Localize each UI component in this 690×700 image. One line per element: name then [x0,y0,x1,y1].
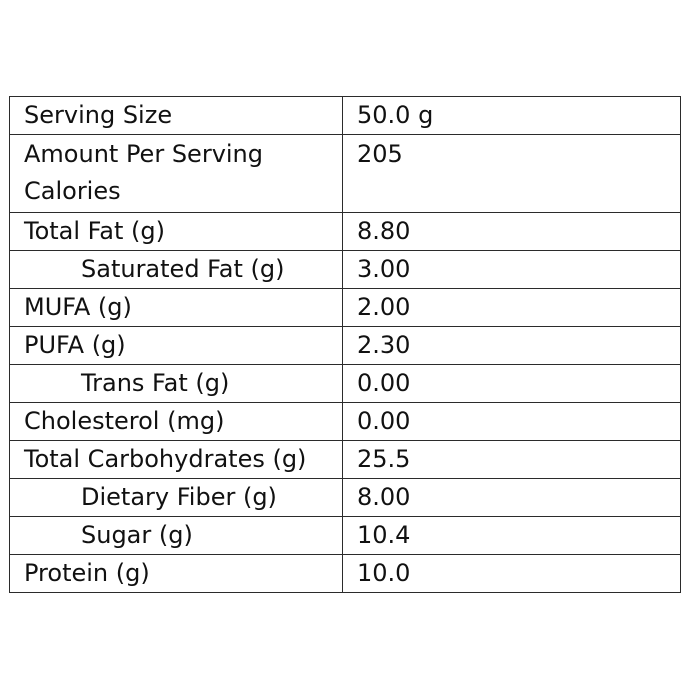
table-row: Trans Fat (g) 0.00 [9,364,681,403]
row-value: 3.00 [342,250,681,289]
row-value: 2.00 [342,288,681,327]
table-row: Sugar (g) 10.4 [9,516,681,555]
row-label: Protein (g) [9,554,343,593]
table-row: PUFA (g) 2.30 [9,326,681,365]
row-value: 25.5 [342,440,681,479]
row-value: 8.80 [342,212,681,251]
row-label: Amount Per Serving Calories [9,134,343,213]
row-label-line: Amount Per Serving [24,140,264,168]
row-label: Total Carbohydrates (g) [9,440,343,479]
table-row: Serving Size 50.0 g [9,96,681,135]
table-row: MUFA (g) 2.00 [9,288,681,327]
row-label-line: Calories [24,177,121,205]
row-value: 0.00 [342,402,681,441]
row-label: Serving Size [9,96,343,135]
row-value: 10.4 [342,516,681,555]
row-label: Cholesterol (mg) [9,402,343,441]
row-label: Total Fat (g) [9,212,343,251]
row-value: 8.00 [342,478,681,517]
row-value: 0.00 [342,364,681,403]
row-value: 2.30 [342,326,681,365]
row-label: MUFA (g) [9,288,343,327]
row-value: 10.0 [342,554,681,593]
row-label: Dietary Fiber (g) [9,478,343,517]
row-label: Trans Fat (g) [9,364,343,403]
table-row: Protein (g) 10.0 [9,554,681,593]
table-row: Dietary Fiber (g) 8.00 [9,478,681,517]
table-row: Saturated Fat (g) 3.00 [9,250,681,289]
nutrition-facts-table: Serving Size 50.0 g Amount Per Serving C… [9,96,681,593]
row-value: 50.0 g [342,96,681,135]
row-label: Sugar (g) [9,516,343,555]
row-label: Saturated Fat (g) [9,250,343,289]
row-value-text: 205 [357,140,403,168]
row-value: 205 [342,134,681,213]
table-row: Cholesterol (mg) 0.00 [9,402,681,441]
table-row: Total Carbohydrates (g) 25.5 [9,440,681,479]
table-row: Total Fat (g) 8.80 [9,212,681,251]
table-row: Amount Per Serving Calories 205 [9,134,681,213]
row-label: PUFA (g) [9,326,343,365]
